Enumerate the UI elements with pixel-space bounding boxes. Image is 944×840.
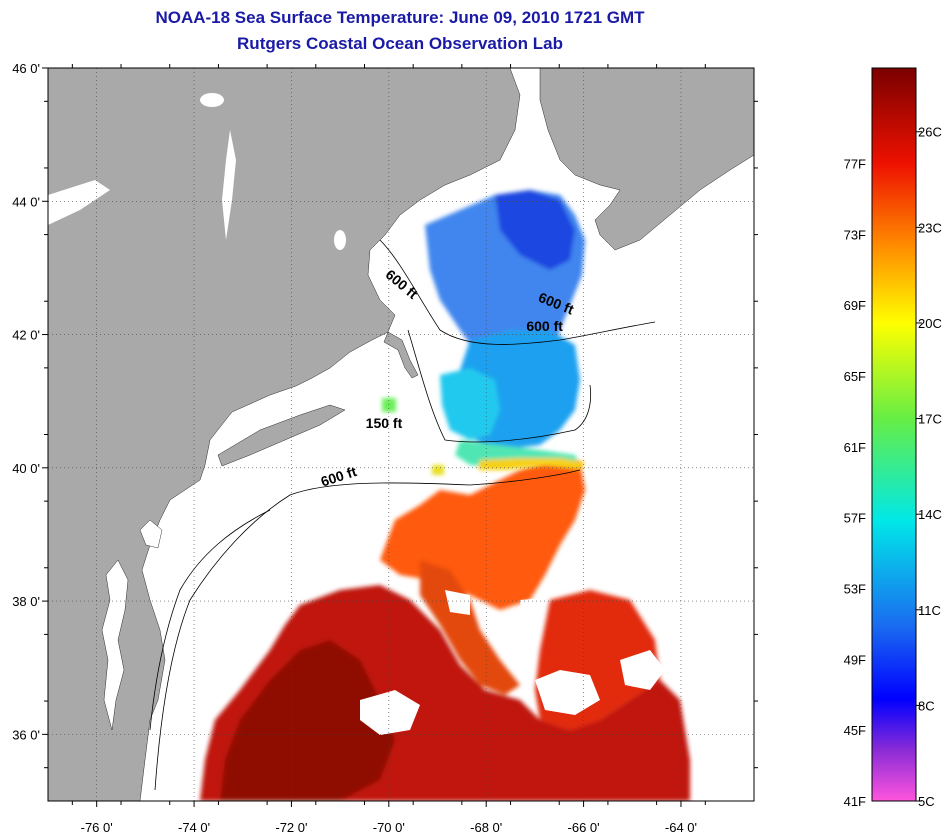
lake-winnipesaukee: [334, 230, 346, 250]
lon-tick-label: -72 0': [275, 820, 307, 835]
land-long-island: [217, 404, 346, 467]
colorbar-fahrenheit-label: 65F: [844, 369, 866, 384]
lat-tick-label: 44 0': [12, 194, 40, 209]
colorbar-fahrenheit-label: 77F: [844, 157, 866, 172]
isobath-150ft: [407, 329, 592, 443]
sst-meander-tongue: [420, 560, 520, 695]
colorbar-celsius-label: 26C: [918, 125, 942, 140]
colorbar-celsius-label: 17C: [918, 412, 942, 427]
cloud-gap-2: [535, 670, 600, 715]
sst-deep-core: [220, 640, 395, 801]
sst-warm-layer: [200, 462, 690, 801]
lon-tick-label: -76 0': [81, 820, 113, 835]
isobath-inner-shelf: [149, 509, 271, 731]
cloud-gap-4: [445, 590, 470, 615]
cloud-gaps: [360, 560, 700, 735]
colorbar-fahrenheit-label: 45F: [844, 723, 866, 738]
cloud-gap-5: [520, 598, 545, 620]
isobath-label: 150 ft: [366, 415, 403, 431]
lat-tick-label: 38 0': [12, 594, 40, 609]
colorbar-fahrenheit-label: 69F: [844, 298, 866, 313]
sst-yellow-patch: [432, 465, 444, 475]
colorbar-celsius-label: 5C: [918, 794, 935, 809]
sst-gulf-of-maine-dark: [495, 190, 575, 270]
colorbar-celsius-label: 11C: [918, 603, 941, 618]
colorbar-fahrenheit-label: 57F: [844, 511, 866, 526]
colorbar-celsius-label: 14C: [918, 507, 942, 522]
lake-ontario-edge: [48, 180, 110, 225]
lat-tick-label: 40 0': [12, 461, 40, 476]
lat-tick-label: 42 0': [12, 328, 40, 343]
lon-tick-label: -68 0': [470, 820, 502, 835]
lon-tick-label: -70 0': [373, 820, 405, 835]
graticule-grid: [48, 68, 754, 801]
sst-warm-front: [478, 458, 585, 470]
colorbar-fahrenheit-label: 61F: [844, 440, 866, 455]
land-us-mainland: [48, 68, 521, 801]
colorbar-fahrenheit-label: 41F: [844, 794, 866, 809]
lon-tick-label: -64 0': [665, 820, 697, 835]
lat-tick-label: 46 0': [12, 61, 40, 76]
isobath-label: 600 ft: [526, 318, 563, 334]
lake-champlain: [222, 130, 236, 240]
isobath-600ft-upper: [379, 239, 656, 345]
colorbar-celsius-label: 20C: [918, 316, 942, 331]
lat-tick-label: 36 0': [12, 727, 40, 742]
colorbar-celsius-label: 8C: [918, 698, 935, 713]
map-axis-ticks: [42, 64, 758, 807]
cloud-gap-6: [655, 560, 700, 610]
cloud-gap-1: [360, 690, 420, 735]
colorbar-fahrenheit-label: 73F: [844, 227, 866, 242]
colorbar-labels: 77F 73F 69F 65F 61F 57F 53F 49F 45F 41F 26C 23C 20C 1…: [844, 125, 942, 809]
lon-tick-label: -74 0': [178, 820, 210, 835]
isobath-lines: [149, 239, 656, 791]
delaware-bay: [139, 519, 163, 549]
map-title: NOAA-18 Sea Surface Temperature: June 09…: [155, 8, 645, 27]
chesapeake-bay: [101, 559, 129, 731]
sst-shelf-cyan: [440, 368, 500, 440]
map-subtitle: Rutgers Coastal Ocean Observation Lab: [237, 34, 563, 53]
colorbar-celsius-label: 23C: [918, 220, 942, 235]
map-axis-labels: -76 0' -74 0' -72 0' -70 0' -68 0' -66 0' -64 …: [12, 61, 697, 835]
land-nova-scotia: [539, 68, 754, 251]
lon-tick-label: -66 0': [568, 820, 600, 835]
colorbar-fahrenheit-label: 53F: [844, 581, 866, 596]
colorbar: [871, 67, 917, 802]
cloud-gap-3: [620, 650, 665, 690]
colorbar-fahrenheit-label: 49F: [844, 652, 866, 667]
moosehead-lake: [200, 93, 224, 107]
isobath-600ft-shelfbreak: [154, 469, 581, 791]
